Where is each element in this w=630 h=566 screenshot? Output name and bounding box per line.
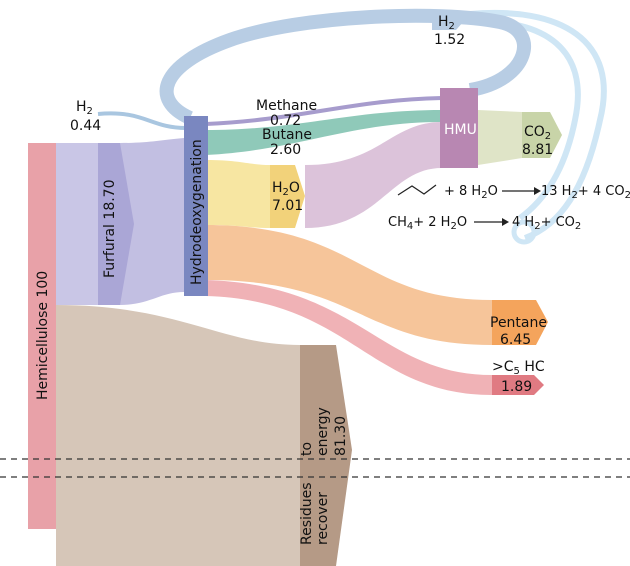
equation-methane-rhs: 4 H2+ CO2 [512, 215, 581, 232]
equation-butane-arrowhead [534, 187, 541, 195]
label-residues-value: 81.30 [333, 416, 349, 456]
node-c5hc [492, 375, 544, 395]
flow-butane [206, 110, 442, 155]
equation-butane-lhs: + 8 H2O [444, 184, 498, 201]
flow-h2-recycle [159, 8, 531, 125]
node-hdo [184, 116, 208, 296]
label-methane: Methane [256, 98, 317, 114]
label-residues-energy: energy [315, 407, 331, 456]
node-furfural [98, 143, 134, 305]
flow-methane [205, 96, 443, 126]
label-h2o: H2O [272, 180, 300, 198]
flow-hdo-to-pentane [206, 225, 492, 345]
label-c5hc: >C5 HC [492, 359, 545, 377]
label-h2-in: H2 [76, 99, 93, 117]
flow-h2o-to-hmu [305, 122, 442, 228]
node-residues [300, 345, 352, 566]
label-residues-to: to [299, 442, 315, 456]
butane-structure-icon [397, 184, 437, 196]
node-hemicellulose [28, 143, 56, 529]
flow-hmu-to-co2 [478, 110, 522, 165]
flow-hemicellulose-to-furfural [56, 143, 98, 305]
node-h2o [270, 165, 305, 228]
node-pentane [492, 300, 548, 345]
label-c5hc-value: 1.89 [501, 379, 532, 395]
label-h2-recycle: H2 [438, 14, 455, 32]
flow-furfural-to-hdo [120, 138, 184, 305]
recycle-node [511, 219, 537, 245]
label-pentane: Pentane [490, 315, 547, 331]
label-residues: Residues [299, 482, 315, 545]
flow-h2-in [97, 111, 187, 130]
label-furfural: Furfural 18.70 [102, 180, 118, 279]
flow-hdo-to-h2o [206, 160, 270, 228]
equation-methane-arrowhead [502, 218, 509, 226]
equation-methane-lhs: CH4+ 2 H2O [388, 215, 467, 232]
label-h2-recycle-value: 1.52 [434, 32, 465, 48]
label-residues-recover: recover [315, 492, 331, 545]
label-methane-value: 0.72 [270, 113, 301, 129]
label-h2o-value: 7.01 [272, 198, 303, 214]
label-co2-value: 8.81 [522, 142, 553, 158]
label-butane: Butane [262, 127, 312, 143]
flow-hemicellulose-to-residues [56, 305, 300, 566]
node-co2 [522, 112, 562, 158]
label-butane-value: 2.60 [270, 142, 301, 158]
flow-hdo-to-c5 [206, 280, 492, 395]
label-co2: CO2 [524, 124, 551, 142]
label-hdo: Hydrodeoxygenation [189, 139, 205, 285]
label-h2-in-value: 0.44 [70, 118, 101, 134]
label-pentane-value: 6.45 [500, 332, 531, 348]
label-hmu: HMU [444, 122, 477, 138]
label-hemicellulose: Hemicellulose 100 [35, 271, 51, 400]
equation-butane-rhs: 13 H2+ 4 CO2 [541, 184, 630, 201]
flow-light-recycle-outer [469, 9, 607, 241]
node-hmu [440, 88, 478, 168]
node-h2-recycle [432, 12, 464, 30]
